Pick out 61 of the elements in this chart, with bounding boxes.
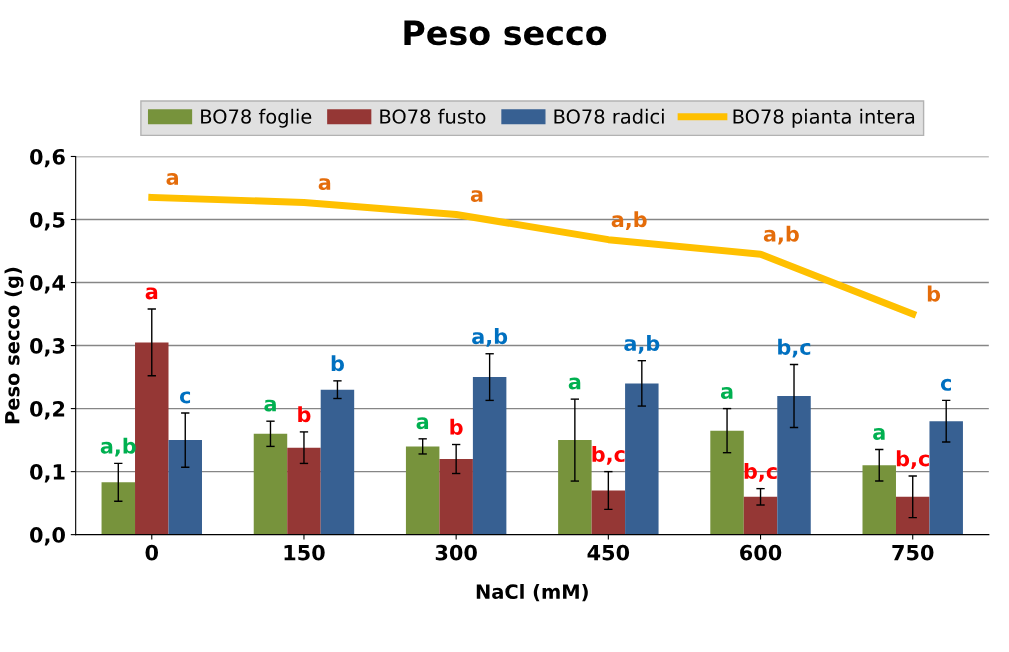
y-tick-label: 0,4	[30, 274, 65, 294]
bar	[895, 496, 930, 535]
data-label: b,c	[896, 450, 929, 470]
data-label: a	[145, 287, 158, 300]
bar	[287, 447, 321, 535]
data-label: b,c	[778, 338, 811, 358]
bar	[591, 490, 626, 535]
bar	[320, 389, 355, 535]
bar	[168, 440, 202, 535]
data-label: a	[470, 190, 483, 203]
bar	[743, 496, 778, 535]
bar	[439, 459, 473, 535]
x-tick-label: 0	[145, 544, 159, 561]
y-axis-title: Peso secco (g)	[4, 267, 24, 424]
data-label: b	[450, 418, 463, 435]
y-tick-label: 0,6	[30, 148, 65, 168]
data-label: c	[940, 378, 951, 391]
data-label: a,b	[763, 225, 799, 245]
bar	[253, 433, 288, 535]
data-label: a	[568, 377, 581, 390]
x-axis-title: NaCl (mM)	[476, 583, 588, 602]
data-label: a	[720, 387, 733, 399]
bar	[135, 342, 169, 535]
bar	[101, 482, 136, 535]
y-tick-label: 0,0	[30, 527, 65, 546]
data-label: b	[927, 285, 941, 302]
y-tick-label: 0,5	[30, 211, 65, 231]
data-label: b	[331, 355, 344, 372]
legend-label: BO78 fusto	[380, 108, 486, 124]
legend-label: BO78 radici	[554, 108, 664, 124]
y-tick-label: 0,1	[30, 464, 65, 483]
data-label: b,c	[744, 462, 777, 482]
bar	[625, 383, 659, 535]
y-tick-label: 0,2	[30, 401, 65, 420]
legend-label: BO78 pianta intera	[733, 108, 915, 128]
y-tick-label: 0,3	[30, 338, 65, 357]
bar	[405, 446, 440, 535]
data-label: a	[264, 399, 276, 412]
x-tick-label: 300	[435, 544, 477, 561]
data-label: a,b	[611, 211, 647, 230]
data-label: a	[318, 178, 331, 191]
bar	[558, 440, 592, 535]
x-tick-label: 600	[740, 544, 782, 561]
bar	[710, 430, 744, 535]
bar	[929, 421, 963, 535]
data-label: b,c	[592, 445, 625, 465]
x-tick-label: 750	[892, 544, 934, 561]
data-label: a	[416, 417, 429, 430]
x-tick-label: 150	[284, 544, 325, 561]
bar	[777, 395, 811, 535]
data-label: a	[166, 173, 178, 186]
legend-label: BO78 foglie	[201, 108, 312, 128]
data-label: c	[179, 391, 191, 404]
data-label: a,b	[472, 328, 508, 347]
bar	[472, 377, 507, 535]
data-label: a	[873, 428, 885, 440]
data-label: b	[298, 406, 311, 423]
bar	[862, 465, 896, 535]
data-label: a,b	[624, 334, 660, 354]
chart-title: Peso secco	[404, 20, 607, 46]
x-tick-label: 450	[587, 544, 630, 561]
